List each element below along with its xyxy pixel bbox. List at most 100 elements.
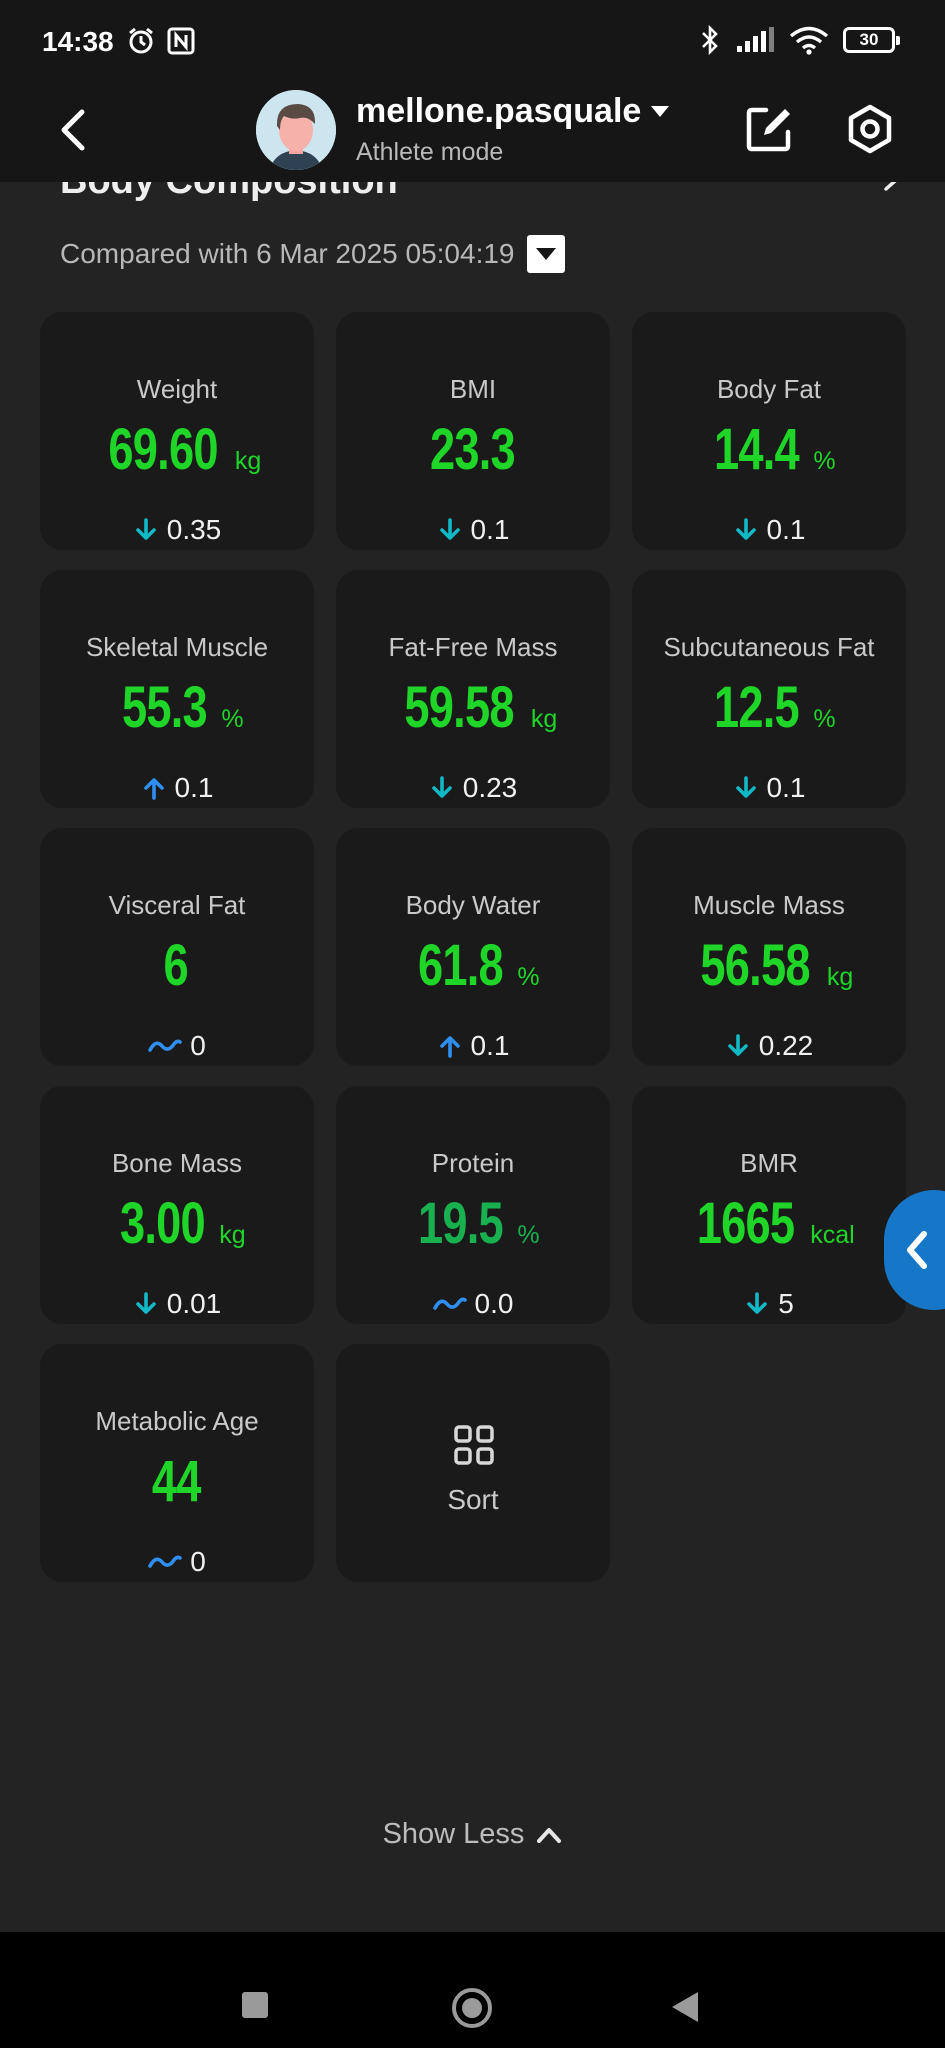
metric-delta: 5	[632, 1288, 906, 1320]
metric-label: Body Fat	[716, 374, 822, 404]
metric-delta-value: 0.1	[766, 772, 806, 803]
metric-label: Skeletal Muscle	[85, 632, 269, 662]
top-bar: 14:38 30	[0, 0, 945, 182]
wave-icon	[432, 1291, 467, 1317]
metric-card-bmr[interactable]: BMR 1665 kcal 5	[632, 1086, 906, 1324]
metric-card-metabolic-age[interactable]: Metabolic Age 44 0	[40, 1344, 314, 1582]
metric-card-bmi[interactable]: BMI 23.3 0.1	[336, 312, 610, 550]
arrow-up-icon	[141, 775, 167, 801]
user-name: mellone.pasquale	[356, 92, 642, 130]
metric-delta-value: 0.23	[462, 772, 518, 803]
metric-delta-value: 5	[778, 1288, 794, 1319]
arrow-down-icon	[744, 1291, 770, 1317]
metric-delta-value: 0	[190, 1546, 206, 1577]
metric-delta-value: 0.1	[470, 514, 510, 545]
metric-delta: 0	[40, 1546, 314, 1578]
account-switcher[interactable]: mellone.pasquale	[356, 92, 670, 131]
side-expand-tab[interactable]	[884, 1190, 945, 1310]
metric-card-bone-mass[interactable]: Bone Mass 3.00 kg 0.01	[40, 1086, 314, 1324]
sort-grid-icon	[454, 1425, 494, 1465]
sort-label: Sort	[447, 1484, 499, 1515]
system-back-button[interactable]	[672, 1992, 698, 2022]
show-less-button[interactable]: Show Less	[0, 1818, 945, 1851]
metric-label: Bone Mass	[111, 1148, 243, 1178]
metric-delta-value: 0	[190, 1030, 206, 1061]
metric-value: 44	[151, 1449, 202, 1514]
home-button[interactable]	[452, 1988, 492, 2028]
system-nav-bar	[0, 1932, 945, 2048]
back-button[interactable]	[54, 106, 94, 154]
metric-delta-value: 0.1	[174, 772, 214, 803]
metric-label: BMI	[449, 374, 497, 404]
sort-button[interactable]: Sort	[336, 1344, 610, 1582]
show-less-label: Show Less	[382, 1818, 525, 1850]
bluetooth-icon	[702, 24, 718, 56]
metric-card-muscle-mass[interactable]: Muscle Mass 56.58 kg 0.22	[632, 828, 906, 1066]
metric-card-body-fat[interactable]: Body Fat 14.4% 0.1	[632, 312, 906, 550]
metric-delta: 0	[40, 1030, 314, 1062]
status-icons-left	[126, 26, 196, 56]
metric-card-skeletal-muscle[interactable]: Skeletal Muscle 55.3% 0.1	[40, 570, 314, 808]
compare-row[interactable]: Compared with 6 Mar 2025 05:04:19	[60, 235, 565, 273]
metric-label: Muscle Mass	[693, 890, 845, 920]
metric-unit: kcal	[810, 1221, 855, 1249]
metric-label: BMR	[740, 1148, 798, 1178]
arrow-down-icon	[725, 1033, 751, 1059]
arrow-down-icon	[733, 517, 759, 543]
metric-unit: kg	[826, 963, 854, 991]
metric-delta: 0.1	[336, 1030, 610, 1062]
metric-unit: kg	[219, 1221, 246, 1249]
metric-card-protein[interactable]: Protein 19.5% 0.0	[336, 1086, 610, 1324]
arrow-down-icon	[429, 775, 455, 801]
wave-icon	[148, 1549, 183, 1575]
metric-delta-value: 0.0	[474, 1288, 514, 1319]
metric-label: Weight	[136, 374, 218, 404]
metric-card-visceral-fat[interactable]: Visceral Fat 6 0	[40, 828, 314, 1066]
metric-delta: 0.22	[632, 1030, 906, 1062]
arrow-up-icon	[437, 1033, 463, 1059]
metric-delta-value: 0.22	[758, 1030, 814, 1061]
metric-value: 23.3	[429, 417, 516, 482]
metric-unit: %	[813, 447, 836, 475]
metric-value: 12.5	[714, 675, 800, 740]
edit-icon[interactable]	[744, 104, 794, 154]
metric-label: Subcutaneous Fat	[663, 632, 875, 662]
metric-card-body-water[interactable]: Body Water 61.8% 0.1	[336, 828, 610, 1066]
metric-value: 1665	[697, 1191, 795, 1256]
metric-delta: 0.01	[40, 1288, 314, 1320]
metric-card-subcutaneous-fat[interactable]: Subcutaneous Fat 12.5% 0.1	[632, 570, 906, 808]
metric-card-weight[interactable]: Weight 69.60 kg 0.35	[40, 312, 314, 550]
wave-icon	[148, 1033, 183, 1059]
avatar-image	[256, 90, 336, 170]
settings-icon[interactable]	[845, 104, 895, 154]
metric-label: Fat-Free Mass	[388, 632, 558, 662]
caret-down-icon	[535, 248, 556, 260]
arrow-down-icon	[133, 1291, 159, 1317]
metric-value: 19.5	[418, 1191, 504, 1256]
metric-unit: %	[517, 1221, 540, 1249]
metric-delta: 0.1	[632, 514, 906, 546]
metric-value: 59.58	[404, 675, 514, 740]
metric-unit: %	[813, 705, 836, 733]
metric-delta: 0.1	[40, 772, 314, 804]
compared-with-text: Compared with 6 Mar 2025 05:04:19	[60, 238, 515, 269]
metric-value: 61.8	[418, 933, 504, 998]
metric-label: Protein	[431, 1148, 515, 1178]
recent-apps-button[interactable]	[242, 1992, 268, 2018]
metric-unit: %	[221, 705, 244, 733]
metric-label: Body Water	[405, 890, 541, 920]
compare-dropdown-button[interactable]	[526, 235, 565, 273]
metric-value: 3.00	[120, 1191, 206, 1256]
metric-delta: 0.0	[336, 1288, 610, 1320]
avatar[interactable]	[256, 90, 336, 170]
battery-indicator: 30	[843, 27, 900, 53]
arrow-down-icon	[437, 517, 463, 543]
metric-value: 55.3	[122, 675, 208, 740]
alarm-icon	[129, 27, 153, 54]
metric-unit: kg	[530, 705, 558, 733]
metric-card-fat-free-mass[interactable]: Fat-Free Mass 59.58 kg 0.23	[336, 570, 610, 808]
status-icons-right: 30	[699, 24, 900, 56]
metric-value: 69.60	[108, 417, 218, 482]
metric-delta-value: 0.01	[166, 1288, 222, 1319]
caret-down-icon	[651, 106, 670, 117]
